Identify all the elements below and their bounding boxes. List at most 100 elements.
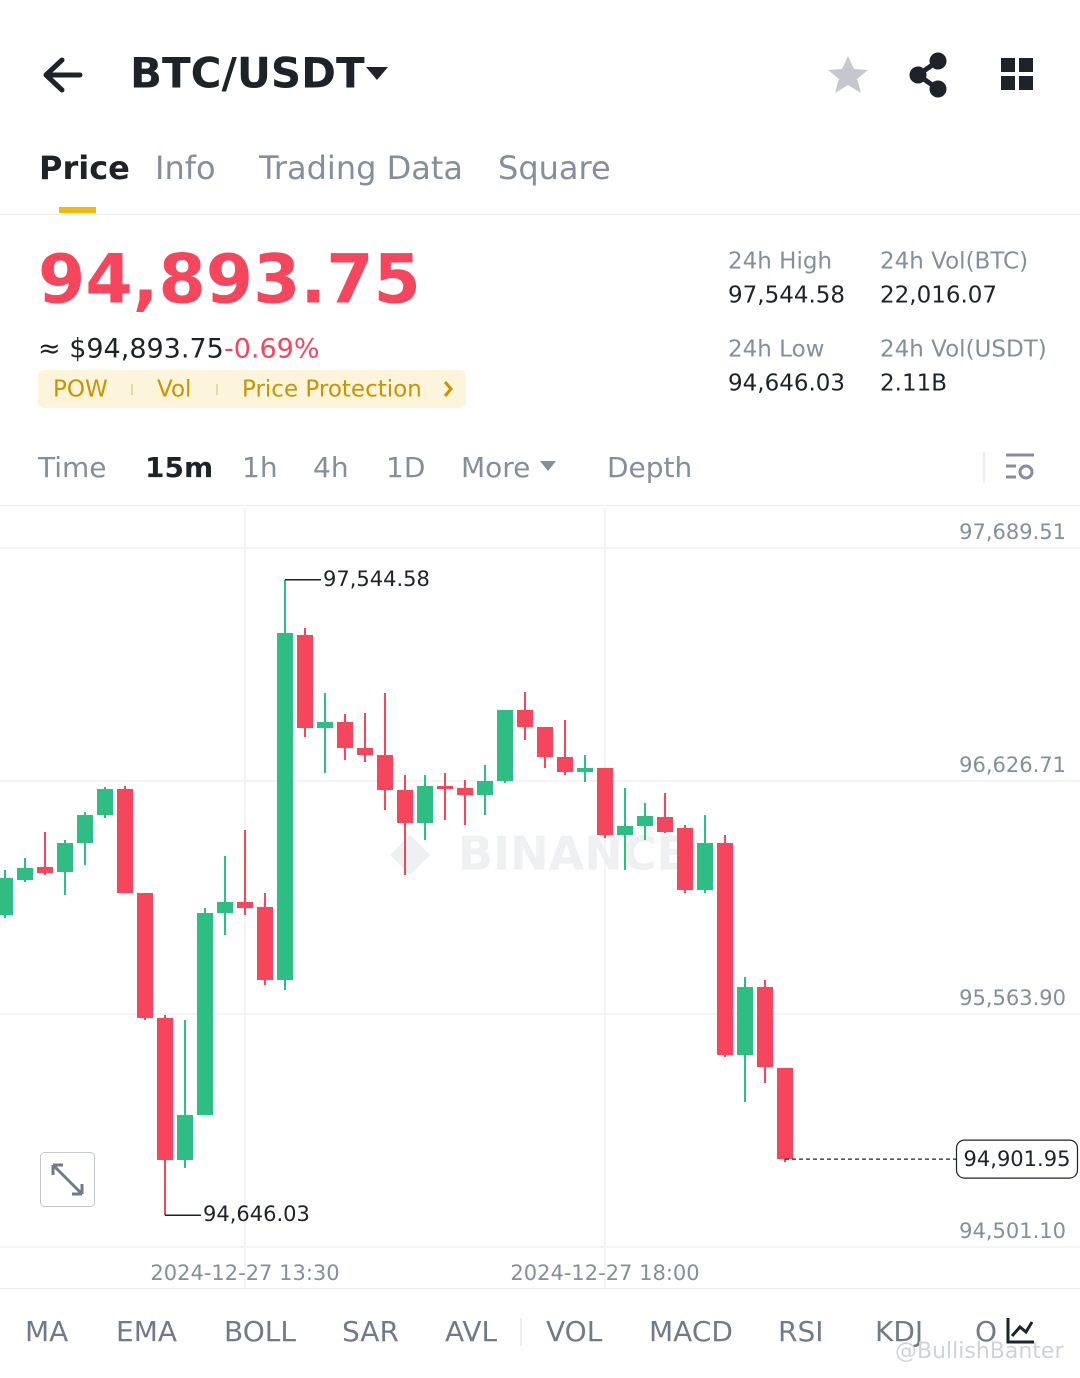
tab[interactable]: Price: [39, 149, 130, 187]
more-dropdown[interactable]: [540, 461, 556, 471]
candlestick-chart: BINANCE 94,501.10 95,563.90 96,626.71 97,68…: [0, 508, 1080, 1288]
interval[interactable]: Depth: [607, 451, 692, 484]
y-tick-label: 96,626.71: [959, 753, 1066, 777]
interval[interactable]: 1D: [386, 451, 425, 484]
candle-body: [257, 906, 273, 981]
candle-body: [57, 843, 73, 872]
tag-bar[interactable]: [38, 370, 466, 408]
candle-body: [597, 768, 613, 836]
candle-body: [737, 986, 753, 1056]
candle-body: [277, 633, 293, 981]
tag[interactable]: POW: [53, 377, 108, 403]
candle-body: [117, 789, 133, 893]
fullscreen-button[interactable]: [40, 1152, 95, 1207]
tab[interactable]: Square: [498, 149, 611, 187]
stat-label: 24h Vol(BTC): [880, 249, 1028, 275]
stat-value: 97,544.58: [728, 283, 845, 309]
indicator[interactable]: BOLL: [224, 1315, 296, 1348]
candle-body: [237, 902, 253, 909]
candle-body: [437, 786, 453, 790]
indicator[interactable]: SAR: [342, 1315, 399, 1348]
candle-body: [557, 757, 573, 772]
indicator[interactable]: O: [975, 1315, 997, 1348]
candle-body: [777, 1068, 793, 1160]
candle-body: [657, 817, 673, 833]
interval[interactable]: 15m: [145, 451, 213, 484]
candle-body: [697, 843, 713, 890]
tag-arrow: [443, 381, 453, 397]
marker-label: 94,646.03: [203, 1202, 310, 1226]
candle-body: [517, 709, 533, 727]
favorite-icon[interactable]: [828, 56, 868, 93]
candle-body: [677, 827, 693, 890]
layout-icon[interactable]: [1001, 58, 1033, 90]
candle-body: [77, 814, 93, 844]
price-change: -0.69%: [224, 334, 320, 365]
candle-body: [337, 721, 353, 748]
candle-body: [297, 635, 313, 728]
interval[interactable]: More: [461, 451, 530, 484]
credit-watermark: @BullishBanter: [895, 1339, 1064, 1364]
tab[interactable]: Trading Data: [258, 149, 463, 187]
candle-body: [757, 986, 773, 1067]
stat-value: 94,646.03: [728, 371, 845, 397]
candle-body: [97, 789, 113, 815]
candle-body: [177, 1114, 193, 1160]
tag[interactable]: Price Protection: [242, 377, 422, 403]
usd-price: ≈ $94,893.75: [38, 334, 224, 365]
last-price-label: 94,901.95: [964, 1147, 1071, 1171]
x-tick-label: 2024-12-27 18:00: [510, 1261, 699, 1285]
watermark-logo: [390, 835, 430, 875]
indicator-settings-icon[interactable]: [1006, 1318, 1034, 1344]
pair-dropdown[interactable]: [366, 67, 388, 80]
interval[interactable]: 1h: [242, 451, 278, 484]
indicator[interactable]: MACD: [649, 1315, 733, 1348]
candle-body: [497, 709, 513, 782]
share-icon[interactable]: [909, 52, 947, 98]
candle-body: [637, 815, 653, 826]
candle-body: [0, 877, 13, 916]
candle-body: [37, 866, 53, 873]
candle-body: [617, 825, 633, 836]
y-tick-label: 94,501.10: [959, 1219, 1066, 1243]
chart-settings-icon[interactable]: [1006, 453, 1034, 480]
candle-body: [357, 747, 373, 756]
indicator[interactable]: EMA: [116, 1315, 177, 1348]
candle-body: [377, 755, 393, 790]
interval[interactable]: 4h: [313, 451, 349, 484]
candle-body: [197, 913, 213, 1115]
watermark: BINANCE: [458, 827, 688, 881]
indicator[interactable]: KDJ: [875, 1315, 923, 1348]
last-price-box: [955, 1139, 1079, 1179]
interval: Time: [37, 451, 107, 484]
tab-indicator: [59, 207, 96, 213]
candle-body: [317, 721, 333, 728]
candle-body: [157, 1017, 173, 1160]
candle-body: [477, 781, 493, 795]
indicator[interactable]: MA: [25, 1315, 68, 1348]
candle-body: [17, 867, 33, 880]
stat-label: 24h Vol(USDT): [880, 337, 1047, 363]
marker-label: 97,544.58: [323, 567, 430, 591]
indicator[interactable]: AVL: [445, 1315, 498, 1348]
pair-title[interactable]: BTC/USDT: [130, 49, 365, 98]
stat-value: 2.11B: [880, 371, 947, 397]
candle-body: [577, 768, 593, 772]
indicator[interactable]: RSI: [778, 1315, 824, 1348]
y-tick-label: 97,689.51: [959, 520, 1066, 544]
stat-value: 22,016.07: [880, 283, 997, 309]
candle-body: [217, 902, 233, 914]
candle-body: [457, 788, 473, 795]
indicator[interactable]: VOL: [546, 1315, 603, 1348]
candle-body: [417, 786, 433, 823]
tag[interactable]: Vol: [157, 377, 191, 403]
stat-label: 24h Low: [728, 337, 824, 363]
tab[interactable]: Info: [155, 149, 216, 187]
back-button[interactable]: [43, 57, 83, 93]
stat-label: 24h High: [728, 249, 832, 275]
last-price: 94,893.75: [38, 241, 421, 320]
y-tick-label: 95,563.90: [959, 986, 1066, 1010]
candle-body: [137, 892, 153, 1018]
candle-body: [397, 789, 413, 823]
